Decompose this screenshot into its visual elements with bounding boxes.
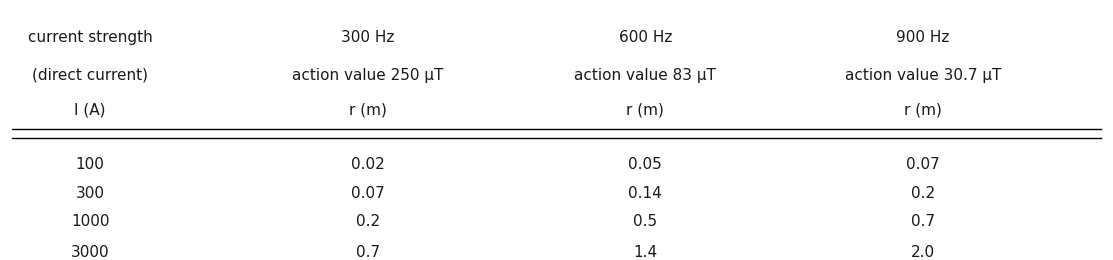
Text: 300 Hz: 300 Hz (341, 30, 394, 45)
Text: action value 30.7 μT: action value 30.7 μT (845, 68, 1001, 82)
Text: 0.02: 0.02 (351, 157, 385, 172)
Text: 300: 300 (76, 186, 105, 201)
Text: action value 250 μT: action value 250 μT (292, 68, 443, 82)
Text: 1000: 1000 (71, 214, 109, 229)
Text: 1.4: 1.4 (633, 245, 658, 260)
Text: 2.0: 2.0 (910, 245, 935, 260)
Text: 600 Hz: 600 Hz (619, 30, 672, 45)
Text: 3000: 3000 (71, 245, 109, 260)
Text: 0.7: 0.7 (356, 245, 380, 260)
Text: I (A): I (A) (75, 103, 106, 118)
Text: (direct current): (direct current) (32, 68, 148, 82)
Text: r (m): r (m) (348, 103, 386, 118)
Text: 0.07: 0.07 (906, 157, 939, 172)
Text: action value 83 μT: action value 83 μT (574, 68, 717, 82)
Text: 100: 100 (76, 157, 105, 172)
Text: 900 Hz: 900 Hz (896, 30, 949, 45)
Text: 0.7: 0.7 (910, 214, 935, 229)
Text: 0.05: 0.05 (629, 157, 662, 172)
Text: r (m): r (m) (904, 103, 942, 118)
Text: 0.2: 0.2 (356, 214, 380, 229)
Text: 0.07: 0.07 (351, 186, 385, 201)
Text: r (m): r (m) (627, 103, 664, 118)
Text: 0.14: 0.14 (629, 186, 662, 201)
Text: current strength: current strength (28, 30, 152, 45)
Text: 0.2: 0.2 (910, 186, 935, 201)
Text: 0.5: 0.5 (633, 214, 658, 229)
